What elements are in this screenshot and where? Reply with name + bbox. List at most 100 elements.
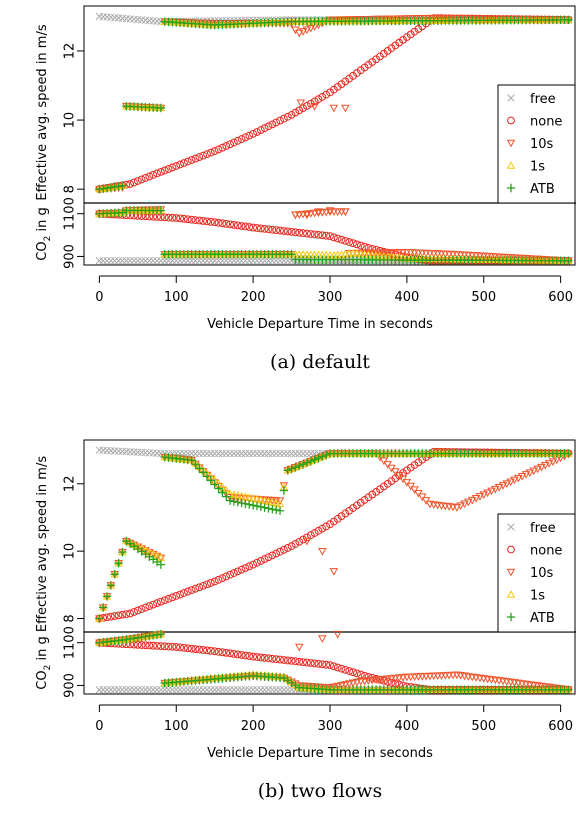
speed-point — [276, 116, 284, 125]
speed-point — [199, 151, 208, 160]
speed-point — [107, 612, 115, 621]
legend-label-free: free — [530, 92, 556, 107]
speed-point — [379, 482, 388, 491]
speed-point — [329, 104, 339, 113]
speed-point — [302, 537, 312, 546]
co2-point — [287, 227, 296, 236]
speed-point — [280, 449, 288, 458]
co2-point — [180, 685, 188, 694]
co2-point — [302, 211, 312, 220]
speed-point — [133, 177, 142, 185]
x-axis-label: Vehicle Departure Time in seconds — [207, 746, 433, 761]
speed-point — [195, 449, 204, 458]
co2-point — [371, 676, 381, 685]
co2-point — [326, 661, 334, 670]
co2-point — [306, 230, 315, 238]
co2-point — [180, 643, 188, 652]
speed-point — [279, 545, 288, 554]
speed-point — [214, 145, 223, 154]
co2-point — [203, 646, 211, 655]
x-tick-label: 400 — [394, 719, 419, 734]
co2-point — [210, 685, 219, 694]
speed-point — [210, 577, 219, 586]
co2-point — [314, 208, 323, 216]
speed-point — [118, 181, 127, 190]
co2-point — [160, 642, 169, 651]
y-tick-label: 8 — [63, 614, 78, 622]
co2-point — [268, 654, 277, 663]
y-axis-label-co2: CO2 in g — [35, 636, 53, 689]
speed-point — [298, 28, 308, 36]
co2-point — [99, 685, 107, 694]
co2-point — [303, 658, 311, 667]
speed-point — [241, 564, 250, 572]
speed-point — [256, 557, 265, 565]
speed-point — [529, 467, 538, 476]
co2-point — [207, 685, 215, 694]
speed-point — [168, 593, 177, 602]
co2-point — [99, 256, 107, 265]
speed-point — [283, 449, 292, 458]
speed-point — [299, 104, 307, 113]
speed-point — [491, 485, 500, 494]
co2-point — [241, 651, 250, 660]
co2-point — [187, 215, 196, 224]
speed-point — [153, 169, 161, 178]
speed-point — [275, 497, 285, 506]
co2-point — [156, 206, 166, 215]
speed-point — [202, 472, 212, 481]
co2-point — [118, 208, 127, 217]
y-tick-label: 1100 — [63, 626, 78, 659]
co2-point — [260, 224, 269, 233]
y-axis-label-co2: CO2 in g — [35, 207, 53, 260]
speed-point — [233, 136, 242, 145]
co2-point — [364, 677, 373, 685]
co2-point — [134, 685, 142, 694]
co2-point — [191, 685, 200, 694]
legend-marker-s10 — [506, 139, 516, 148]
co2-point — [137, 256, 146, 265]
co2-point — [110, 256, 119, 265]
co2-point — [302, 210, 312, 219]
speed-point — [110, 612, 119, 620]
speed-point — [483, 489, 492, 498]
speed-point — [141, 603, 150, 612]
co2-point — [260, 653, 269, 662]
legend-marker-atb — [506, 183, 516, 193]
speed-point — [464, 498, 473, 507]
co2-point — [130, 685, 138, 694]
co2-point — [337, 235, 346, 244]
co2-point — [195, 685, 204, 694]
co2-point — [329, 683, 339, 692]
y-tick-label: 1100 — [63, 197, 78, 230]
y-axis-label-speed: Effective avg. speed in m/s — [35, 24, 50, 200]
co2-point — [103, 685, 111, 694]
co2-point — [203, 217, 211, 226]
speed-point — [272, 449, 280, 458]
speed-point — [406, 482, 415, 491]
co2-point — [122, 685, 131, 694]
co2-point — [191, 645, 200, 654]
speed-point — [233, 567, 242, 576]
co2-point — [314, 230, 323, 239]
co2-point — [291, 228, 300, 237]
co2-point — [276, 685, 284, 694]
co2-point — [114, 685, 123, 694]
speed-point — [525, 469, 535, 477]
co2-point — [360, 677, 369, 686]
speed-point — [133, 606, 142, 615]
co2-point — [272, 226, 281, 235]
co2-point — [134, 256, 142, 265]
co2-point — [218, 219, 227, 228]
co2-point — [249, 652, 258, 661]
co2-point — [325, 207, 335, 215]
speed-point — [402, 479, 412, 487]
co2-point — [253, 653, 261, 661]
speed-point — [268, 551, 277, 560]
speed-point — [210, 480, 219, 489]
speed-point — [245, 131, 254, 140]
speed-point — [191, 449, 200, 458]
speed-point — [180, 589, 188, 597]
speed-point — [260, 124, 269, 133]
speed-point — [303, 449, 311, 458]
